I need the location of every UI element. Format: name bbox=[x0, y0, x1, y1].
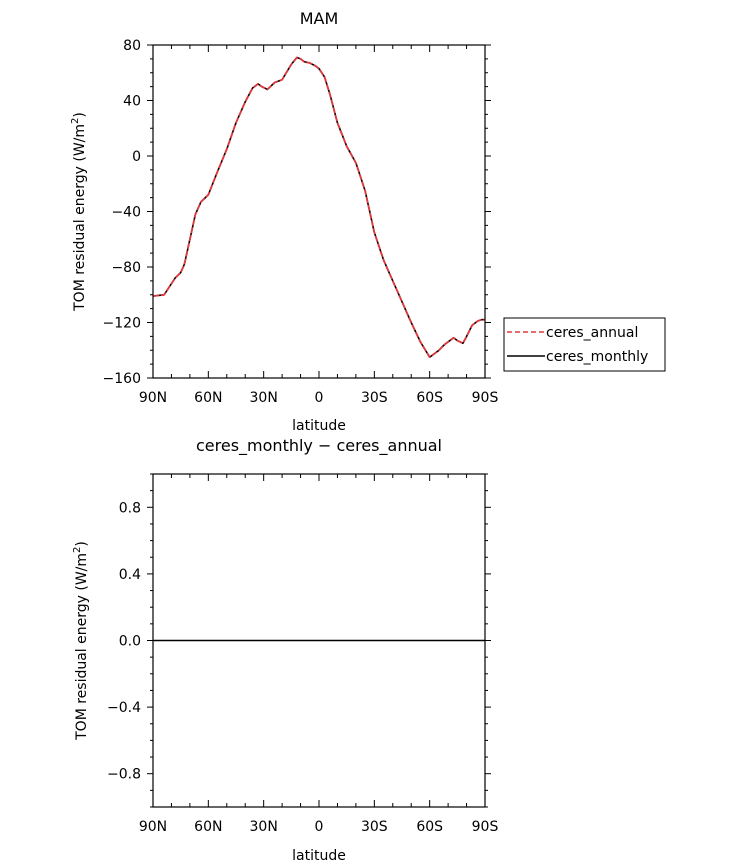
top-x-tick-label: 0 bbox=[315, 390, 324, 406]
top-y-axis-label-base: TOM residual energy (W/m bbox=[72, 124, 88, 312]
bottom-y-tick-label: 0.0 bbox=[119, 634, 141, 650]
top-x-axis-label: latitude bbox=[292, 418, 346, 434]
top-y-axis-label-close: ) bbox=[72, 112, 88, 117]
legend: ceres_annual ceres_monthly bbox=[503, 317, 666, 372]
top-panel: MAM 90N 60N 30N 0 30S 60S 90S 80 40 0 −40 −80 −120 −… bbox=[70, 9, 498, 434]
top-chart-title: MAM bbox=[300, 9, 339, 28]
top-x-tick-label: 60S bbox=[416, 390, 443, 406]
top-x-tick-label: 90N bbox=[139, 390, 167, 406]
top-y-tick-label: −160 bbox=[103, 371, 141, 387]
bottom-y-axis-label: TOM residual energy (W/m2) bbox=[72, 541, 90, 741]
top-x-ticks: 90N 60N 30N 0 30S 60S 90S bbox=[139, 45, 499, 406]
top-y-tick-label: 0 bbox=[132, 149, 141, 165]
bottom-x-tick-label: 60N bbox=[194, 819, 222, 835]
top-x-tick-label: 90S bbox=[472, 390, 499, 406]
legend-box bbox=[503, 317, 666, 372]
bottom-y-axis-label-close: ) bbox=[74, 541, 90, 546]
top-y-axis-label-sup: 2 bbox=[70, 118, 81, 124]
legend-label-ceres-annual: ceres_annual bbox=[546, 325, 638, 341]
bottom-y-tick-label: 0.8 bbox=[119, 500, 141, 516]
bottom-y-tick-label: −0.4 bbox=[107, 700, 141, 716]
bottom-panel: ceres_monthly − ceres_annual 90N 60N 30N 0 3… bbox=[72, 436, 498, 864]
top-y-tick-label: 80 bbox=[123, 38, 141, 54]
bottom-x-tick-label: 30S bbox=[361, 819, 388, 835]
top-y-tick-label: −120 bbox=[103, 316, 141, 332]
legend-label-ceres-monthly: ceres_monthly bbox=[546, 349, 648, 365]
top-x-tick-label: 30S bbox=[361, 390, 388, 406]
bottom-x-ticks: 90N 60N 30N 0 30S 60S 90S bbox=[139, 474, 499, 835]
top-y-tick-label: −40 bbox=[111, 205, 141, 221]
top-ceres-monthly-line bbox=[152, 56, 485, 359]
top-x-tick-label: 30N bbox=[250, 390, 278, 406]
bottom-x-tick-label: 90S bbox=[472, 819, 499, 835]
bottom-x-tick-label: 90N bbox=[139, 819, 167, 835]
top-y-axis-label: TOM residual energy (W/m2) bbox=[70, 112, 88, 312]
top-plot-frame bbox=[152, 44, 486, 379]
bottom-y-axis-label-sup: 2 bbox=[72, 547, 83, 553]
top-x-tick-label: 60N bbox=[194, 390, 222, 406]
top-ceres-annual-line bbox=[152, 56, 485, 359]
bottom-x-tick-label: 30N bbox=[250, 819, 278, 835]
bottom-y-tick-label: −0.8 bbox=[107, 767, 141, 783]
top-y-tick-label: 40 bbox=[123, 94, 141, 110]
bottom-y-axis-label-base: TOM residual energy (W/m bbox=[74, 553, 90, 741]
top-y-ticks: 80 40 0 −40 −80 −120 −160 bbox=[103, 38, 491, 387]
bottom-x-axis-label: latitude bbox=[292, 848, 346, 864]
bottom-y-tick-label: 0.4 bbox=[119, 567, 141, 583]
bottom-chart-title: ceres_monthly − ceres_annual bbox=[196, 436, 442, 456]
bottom-plot-frame bbox=[152, 473, 486, 808]
bottom-x-tick-label: 60S bbox=[416, 819, 443, 835]
top-series-lines bbox=[152, 56, 485, 359]
bottom-x-tick-label: 0 bbox=[315, 819, 324, 835]
top-y-tick-label: −80 bbox=[111, 260, 141, 276]
